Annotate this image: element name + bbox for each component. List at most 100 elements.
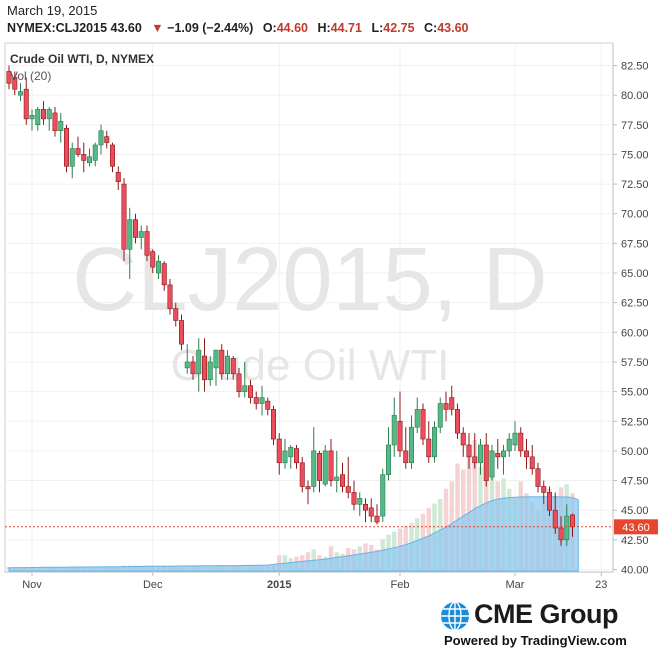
down-triangle-icon: ▼ bbox=[151, 21, 164, 35]
candle-body bbox=[466, 444, 472, 458]
volume-bar bbox=[466, 451, 472, 570]
candle-body bbox=[385, 444, 391, 475]
high-label: H: bbox=[317, 21, 331, 35]
candle-body bbox=[552, 509, 558, 529]
cme-group-logo[interactable]: CME Group bbox=[474, 599, 619, 629]
candle-body bbox=[35, 109, 41, 126]
candle-body bbox=[316, 452, 322, 481]
candle-body bbox=[495, 452, 501, 458]
open-value: 44.60 bbox=[276, 21, 308, 35]
candle-body bbox=[144, 231, 150, 256]
volume-ma-area bbox=[8, 496, 579, 572]
candle-body bbox=[449, 397, 455, 410]
candle-body bbox=[518, 432, 524, 452]
price-tick-label: 67.50 bbox=[621, 238, 649, 250]
candle-body bbox=[127, 219, 133, 250]
candle-body bbox=[500, 450, 506, 458]
candle-body bbox=[115, 171, 121, 183]
candle-body bbox=[23, 88, 29, 120]
candle-body bbox=[265, 400, 271, 410]
candle-body bbox=[202, 355, 208, 381]
candle-body bbox=[305, 486, 311, 490]
grid-lines bbox=[5, 43, 613, 572]
candle-body bbox=[167, 284, 173, 309]
candle-body bbox=[173, 308, 179, 321]
last-price: 43.60 bbox=[110, 21, 142, 35]
candle-body bbox=[523, 450, 529, 458]
candle-body bbox=[408, 426, 414, 464]
price-tick-label: 40.00 bbox=[621, 565, 649, 577]
candles bbox=[6, 65, 575, 546]
time-tick-label: Nov bbox=[22, 579, 42, 591]
candle-body bbox=[288, 447, 294, 458]
candle-body bbox=[431, 426, 437, 458]
candle-body bbox=[391, 415, 397, 446]
price-axis[interactable]: 82.50 80.00 77.50 75.00 72.50 70.00 67.50 65.00… bbox=[613, 61, 649, 577]
candle-body bbox=[546, 492, 552, 511]
candle-body bbox=[345, 486, 351, 493]
price-tick-label: 60.00 bbox=[621, 327, 649, 339]
candle-body bbox=[506, 438, 512, 452]
candle-body bbox=[179, 320, 185, 345]
legend-title[interactable]: Crude Oil WTI, D, NYMEX bbox=[10, 52, 154, 66]
time-tick-label: Dec bbox=[143, 579, 163, 591]
price-tick-label: 82.50 bbox=[621, 61, 649, 73]
candle-body bbox=[121, 183, 127, 250]
candle-body bbox=[225, 355, 231, 375]
candle-body bbox=[156, 260, 162, 274]
candle-body bbox=[443, 403, 449, 410]
price-tick-label: 75.00 bbox=[621, 149, 649, 161]
low-value: 42.75 bbox=[383, 21, 415, 35]
candle-body bbox=[75, 148, 81, 155]
price-tick-label: 45.00 bbox=[621, 505, 649, 517]
candle-body bbox=[213, 349, 219, 369]
candle-body bbox=[437, 403, 443, 428]
candle-body bbox=[489, 450, 495, 478]
powered-by-link[interactable]: Powered by TradingView.com bbox=[444, 633, 627, 648]
low-label: L: bbox=[371, 21, 384, 35]
price-tick-label: 65.00 bbox=[621, 268, 649, 280]
candle-body bbox=[40, 109, 46, 120]
last-price-badge bbox=[614, 519, 658, 535]
candle-body bbox=[230, 358, 236, 375]
close-value: 43.60 bbox=[437, 21, 469, 35]
time-axis[interactable]: Nov Dec 2015 Feb Mar 23 bbox=[22, 572, 607, 591]
price-tick-label: 42.50 bbox=[621, 535, 649, 547]
candle-body bbox=[374, 515, 380, 523]
candle-body bbox=[529, 456, 535, 470]
price-tick-label: 62.50 bbox=[621, 298, 649, 310]
candle-body bbox=[403, 450, 409, 464]
candle-body bbox=[276, 438, 282, 464]
candle-body bbox=[569, 514, 575, 528]
candle-body bbox=[248, 385, 254, 398]
candle-body bbox=[397, 420, 403, 452]
header-quote: NYMEX:CLJ2015 43.60 ▼ −1.09 (−2.44%) O:4… bbox=[7, 21, 469, 35]
price-tick-label: 47.50 bbox=[621, 476, 649, 488]
header-date: March 19, 2015 bbox=[7, 3, 98, 18]
legend-volume[interactable]: Vol (20) bbox=[10, 69, 51, 83]
volume-bar bbox=[277, 555, 282, 570]
candle-body bbox=[322, 450, 328, 485]
candle-body bbox=[242, 385, 248, 392]
price-tick-label: 50.00 bbox=[621, 446, 649, 458]
open-label: O: bbox=[262, 21, 277, 35]
candle-body bbox=[328, 450, 334, 481]
candle-body bbox=[311, 450, 317, 487]
time-tick-label: 23 bbox=[595, 579, 607, 591]
candle-body bbox=[64, 128, 70, 167]
candle-body bbox=[512, 432, 518, 446]
last-price-label: 43.60 bbox=[622, 522, 650, 534]
time-tick-label: Feb bbox=[391, 579, 410, 591]
candle-body bbox=[219, 349, 225, 375]
price-tick-label: 80.00 bbox=[621, 90, 649, 102]
watermark-symbol: CLJ2015, D bbox=[72, 230, 547, 330]
candle-body bbox=[472, 456, 478, 464]
candle-body bbox=[190, 361, 196, 375]
candle-body bbox=[196, 349, 202, 375]
candle-body bbox=[541, 486, 547, 493]
volume-bar bbox=[282, 555, 288, 570]
candle-body bbox=[81, 154, 87, 161]
symbol[interactable]: NYMEX:CLJ2015 bbox=[7, 21, 108, 35]
cme-globe-icon bbox=[441, 601, 469, 631]
